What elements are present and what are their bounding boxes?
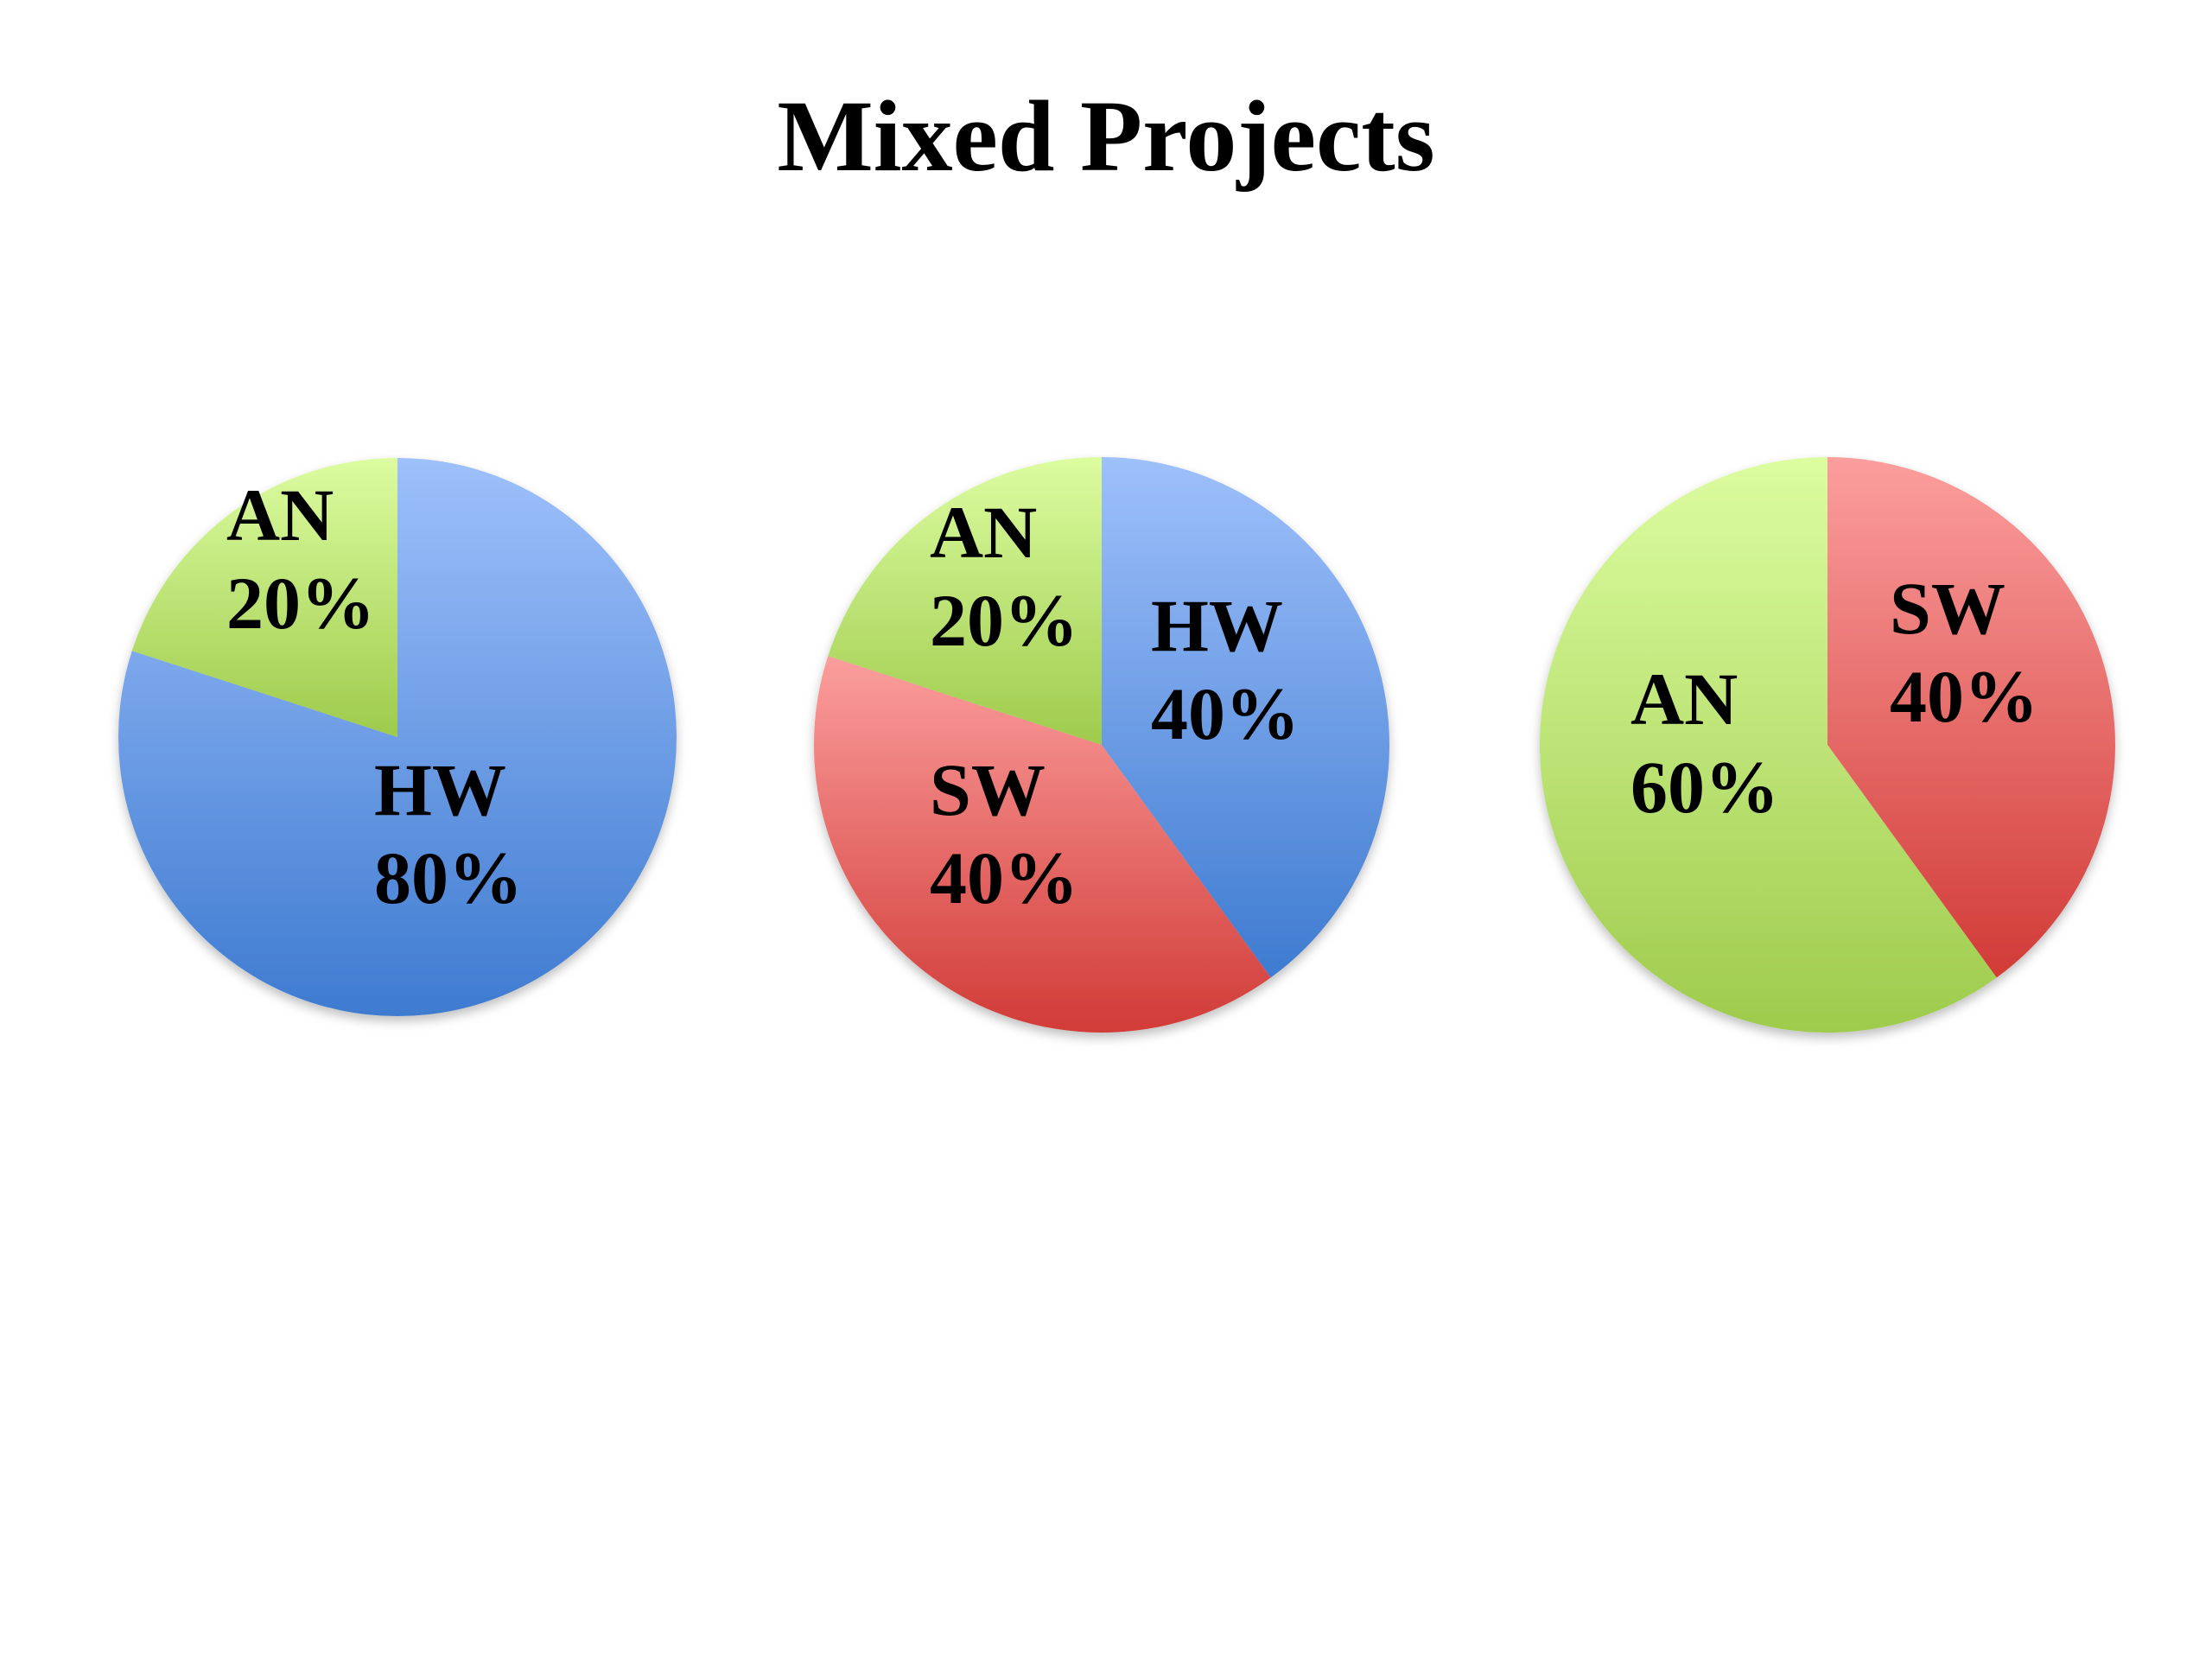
pie-1-label-hw-name: HW [374,748,506,831]
pie-chart-3 [1540,457,2116,1033]
pie-1-label-hw-percent: 80% [374,836,523,919]
pie-2-label-hw-name: HW [1151,584,1283,667]
pie-2-label-an-name: AN [930,491,1037,574]
pie-2-label-hw-percent: 40% [1151,672,1300,755]
pie-2-label-sw-percent: 40% [930,836,1078,919]
pie-3-label-an-name: AN [1630,658,1738,741]
pie-3-slice-an [1540,457,1997,1033]
pie-2-slice-hw [1102,457,1390,978]
pie-1-label-an-name: AN [226,474,334,556]
pie-3-label-sw-name: SW [1890,567,2005,650]
pie-2-slice-sw [813,656,1271,1033]
pie-2-label-an-percent: 20% [930,579,1078,662]
pie-3-label-an-percent: 60% [1630,746,1779,829]
pie-1-label-an-percent: 20% [226,562,375,645]
pie-2-label-sw-name: SW [930,748,1046,831]
pie-3-slice-sw [1827,457,2116,978]
slide-title: Mixed Projects [777,79,1435,193]
pie-chart-2 [813,457,1390,1033]
pie-2-slice-an [828,457,1102,745]
pie-1-slice-an [131,458,397,737]
pie-1-slice-hw [118,458,677,1016]
pie-chart-1 [118,458,677,1016]
pie-3-label-sw-percent: 40% [1890,655,2038,738]
